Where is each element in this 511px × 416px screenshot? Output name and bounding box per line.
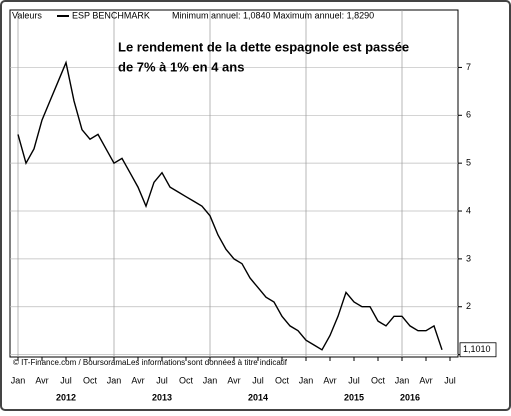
y-tick-label: 6 xyxy=(466,110,471,120)
x-tick-label: Jul xyxy=(60,375,72,385)
x-tick-label: Oct xyxy=(275,375,290,385)
x-tick-label: Jan xyxy=(107,375,122,385)
x-tick-label: Avr xyxy=(419,375,432,385)
footer: © IT-Finance.com / BoursoramaLes informa… xyxy=(13,358,288,367)
x-tick-label: Jul xyxy=(444,375,456,385)
x-tick-label: Oct xyxy=(83,375,98,385)
x-tick-label: Jul xyxy=(348,375,360,385)
y-tick-label: 7 xyxy=(466,62,471,72)
legend-label: ESP BENCHMARK xyxy=(72,10,150,20)
y-tick-label: 5 xyxy=(466,158,471,168)
x-tick-label: Jan xyxy=(299,375,314,385)
y-tick-label: 2 xyxy=(466,301,471,311)
x-tick-label: Avr xyxy=(131,375,144,385)
annotation: de 7% à 1% en 4 ans xyxy=(118,59,244,74)
x-tick-label: Jan xyxy=(203,375,218,385)
header-label: Valeurs xyxy=(12,10,42,20)
x-tick-label: Avr xyxy=(227,375,240,385)
y-tick-label: 4 xyxy=(466,205,471,215)
year-label: 2016 xyxy=(400,392,420,402)
x-tick-label: Jul xyxy=(156,375,168,385)
subtitle: Minimum annuel: 1,0840 Maximum annuel: 1… xyxy=(172,10,374,20)
year-label: 2013 xyxy=(152,392,172,402)
x-tick-label: Jul xyxy=(252,375,264,385)
y-tick-label: 3 xyxy=(466,253,471,263)
x-tick-label: Oct xyxy=(179,375,194,385)
year-label: 2014 xyxy=(248,392,268,402)
x-tick-label: Avr xyxy=(35,375,48,385)
plot-area xyxy=(9,9,459,358)
year-label: 2015 xyxy=(344,392,364,402)
x-tick-label: Jan xyxy=(395,375,410,385)
year-label: 2012 xyxy=(56,392,76,402)
x-tick-label: Avr xyxy=(323,375,336,385)
x-tick-label: Jan xyxy=(11,375,26,385)
annotation: Le rendement de la dette espagnole est p… xyxy=(118,39,409,54)
x-tick-label: Oct xyxy=(371,375,386,385)
value-label-box xyxy=(459,342,497,358)
line-series xyxy=(17,60,443,351)
value-label: 1,1010 xyxy=(463,344,491,354)
